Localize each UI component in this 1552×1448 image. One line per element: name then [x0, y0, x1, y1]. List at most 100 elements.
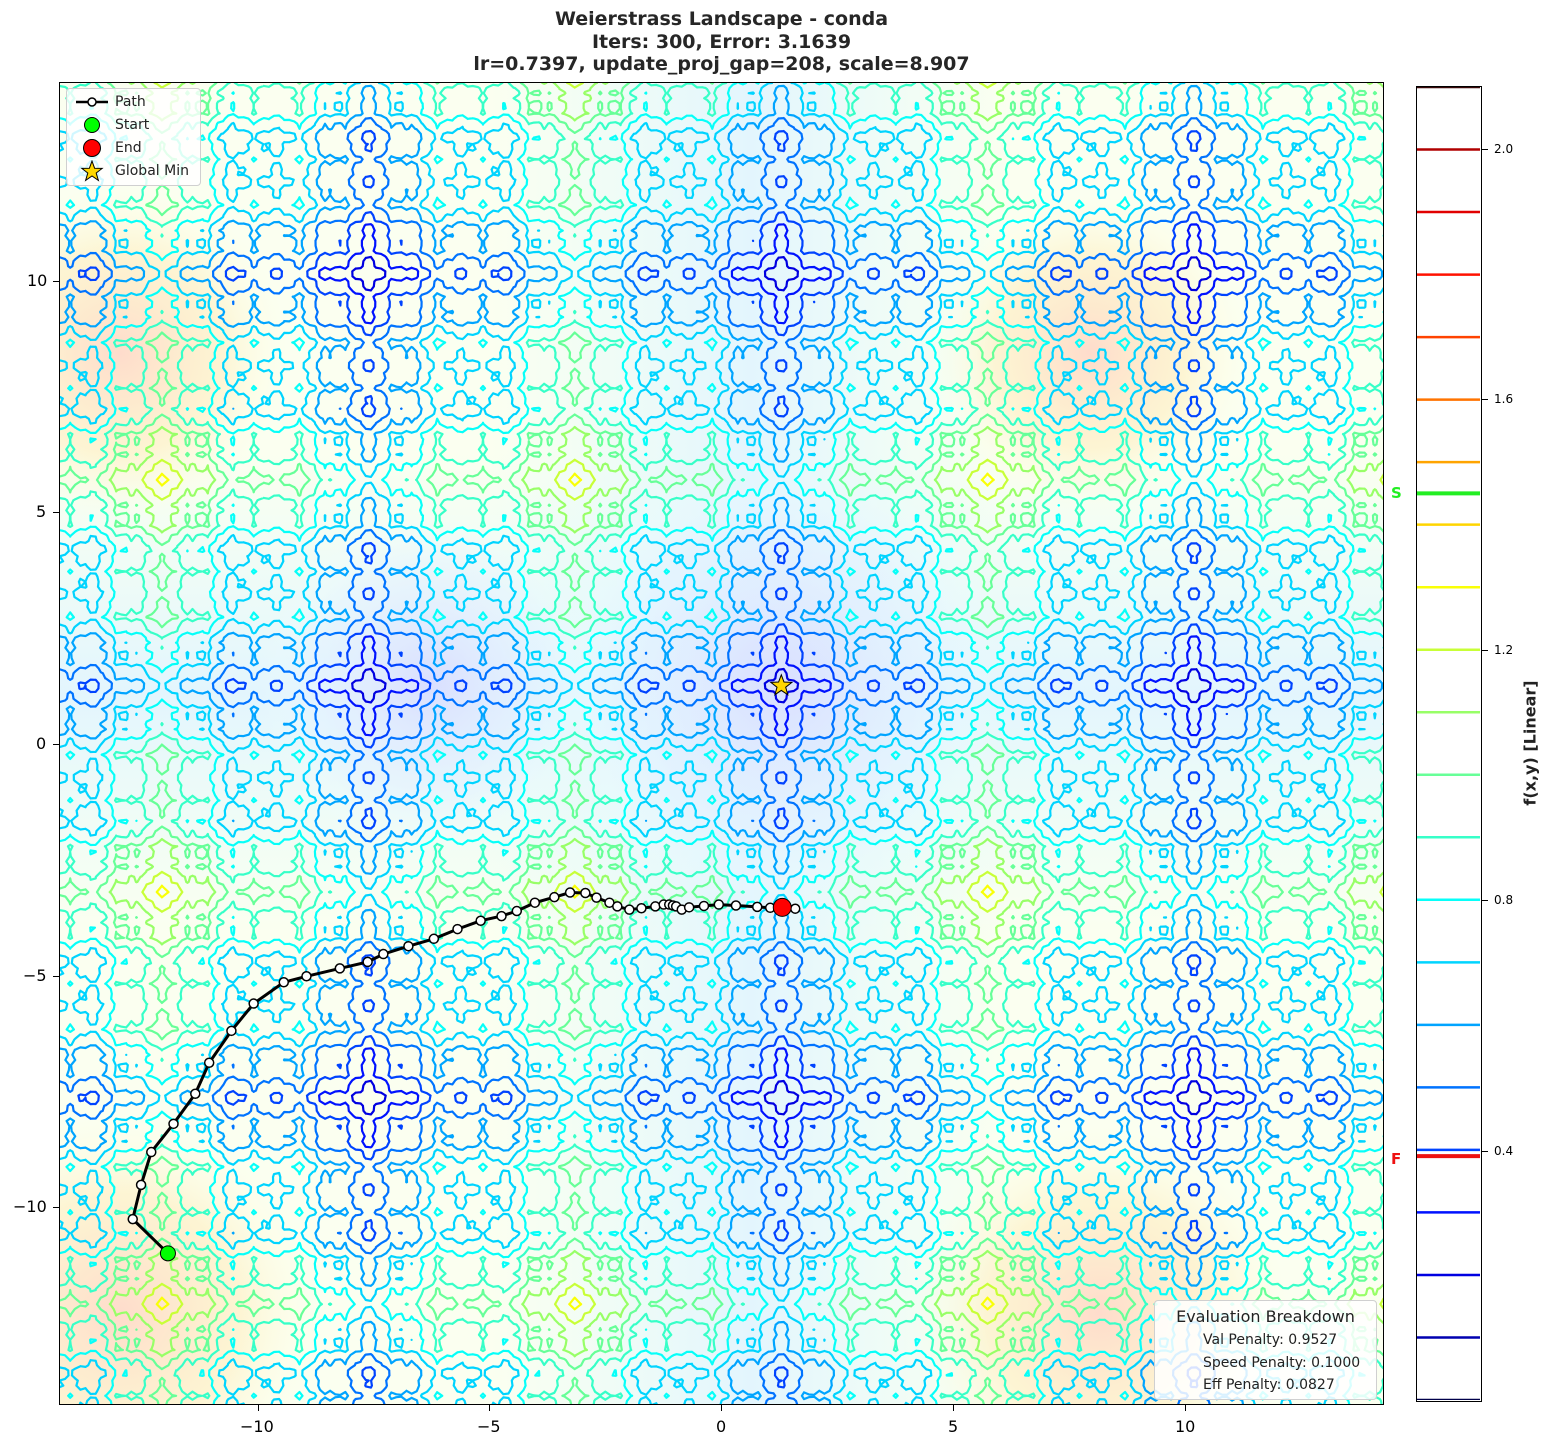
contour-line — [60, 116, 1351, 1404]
y-tick-mark — [53, 1207, 59, 1208]
red-circle-icon — [83, 139, 101, 157]
path-point — [549, 891, 560, 903]
legend-label: Start — [115, 117, 150, 133]
path-point — [698, 900, 710, 912]
colorbar-tick-mark — [1482, 1151, 1488, 1152]
title-line-1: Weierstrass Landscape - conda — [554, 8, 889, 30]
legend-item-path: Path — [67, 91, 200, 113]
path-point — [278, 977, 290, 988]
path-point — [636, 903, 647, 914]
contour-line — [350, 255, 1212, 1116]
y-tick-mark — [53, 976, 59, 977]
star-icon — [80, 160, 104, 182]
path-point — [751, 901, 763, 913]
path-point — [190, 1088, 201, 1100]
colorbar-tick-label: 0.8 — [1494, 893, 1514, 907]
y-tick-label: −10 — [13, 1197, 47, 1216]
colorbar-levels — [1417, 87, 1480, 1400]
end-point-marker — [772, 897, 792, 917]
title-line-3: lr=0.7397, update_proj_gap=208, scale=8.… — [473, 53, 970, 75]
contour-plot-svg — [60, 83, 1383, 1404]
x-tick-label: −10 — [240, 1417, 274, 1436]
contour-line — [60, 83, 1383, 1404]
path-point — [475, 915, 486, 926]
path-point — [428, 933, 440, 945]
x-tick-label: 5 — [948, 1417, 959, 1436]
path-point — [135, 1179, 147, 1191]
colorbar-final-marker: F — [1391, 1150, 1402, 1168]
path-point — [301, 971, 312, 982]
speed-penalty-text: Speed Penalty: 0.1000 — [1203, 1355, 1361, 1371]
path-point — [378, 948, 389, 960]
x-tick-mark — [489, 1405, 490, 1411]
path-line-icon — [76, 97, 108, 107]
legend-label: End — [115, 140, 142, 156]
path-point — [789, 903, 801, 914]
path-point — [403, 940, 414, 952]
y-tick-label: 5 — [36, 502, 47, 521]
path-point — [650, 901, 661, 912]
path-point — [146, 1146, 157, 1158]
y-tick-mark — [53, 744, 59, 745]
path-point — [203, 1057, 215, 1069]
path-point — [226, 1025, 237, 1037]
contour-line — [60, 83, 1383, 1404]
legend: Path Start End Global Min — [66, 88, 201, 186]
colorbar-tick-mark — [1482, 399, 1488, 400]
path-point — [511, 905, 523, 917]
y-tick-mark — [53, 512, 59, 513]
eff-penalty-text: Eff Penalty: 0.0827 — [1203, 1377, 1335, 1393]
x-tick-label: −5 — [477, 1417, 501, 1436]
colorbar-label: f(x,y) [Linear] — [1520, 680, 1540, 806]
path-point — [564, 887, 576, 898]
y-tick-label: 10 — [27, 271, 48, 290]
path-point — [612, 901, 623, 912]
colorbar-tick-mark — [1482, 650, 1488, 651]
contour-line — [318, 223, 1245, 1149]
path-point — [248, 998, 259, 1009]
val-penalty-text: Val Penalty: 0.9527 — [1203, 1332, 1338, 1348]
y-tick-label: −5 — [23, 966, 47, 985]
x-tick-mark — [721, 1405, 722, 1411]
colorbar-tick-label: 1.6 — [1494, 392, 1514, 406]
path-point — [362, 956, 373, 968]
y-tick-label: 0 — [36, 734, 47, 753]
path-point — [168, 1118, 179, 1130]
contour-plot-area — [59, 82, 1384, 1405]
path-point — [529, 897, 541, 908]
path-point — [496, 910, 507, 922]
colorbar-tick-mark — [1482, 149, 1488, 150]
contour-line — [141, 83, 1383, 1325]
path-point — [683, 902, 695, 913]
x-tick-label: 10 — [1175, 1417, 1196, 1436]
x-tick-label: 0 — [716, 1417, 727, 1436]
colorbar-start-marker: S — [1391, 484, 1402, 502]
evaluation-breakdown-box: Evaluation Breakdown Val Penalty: 0.9527… — [1154, 1300, 1377, 1400]
path-point — [334, 963, 346, 974]
path-point — [624, 904, 635, 915]
evaluation-breakdown-title: Evaluation Breakdown — [1176, 1307, 1355, 1326]
legend-label: Global Min — [115, 163, 189, 179]
global-min-star-icon — [769, 673, 794, 696]
start-point-marker — [159, 1245, 176, 1262]
colorbar-tick-label: 2.0 — [1494, 142, 1514, 156]
contour-line — [77, 129, 1338, 1389]
path-point — [591, 892, 602, 903]
legend-item-end: End — [67, 137, 200, 159]
colorbar-tick-label: 0.4 — [1494, 1144, 1514, 1158]
y-tick-mark — [53, 281, 59, 282]
path-point — [452, 923, 463, 935]
colorbar-tick-label: 1.2 — [1494, 643, 1514, 657]
contour-line — [60, 84, 1383, 1404]
colorbar-tick-mark — [1482, 900, 1488, 901]
x-tick-mark — [1185, 1405, 1186, 1411]
legend-item-start: Start — [67, 114, 200, 136]
contour-line — [60, 83, 1383, 1404]
path-point — [127, 1213, 138, 1225]
path-point — [730, 900, 742, 911]
colorbar — [1416, 86, 1482, 1402]
x-tick-mark — [258, 1405, 259, 1411]
legend-item-global-min: Global Min — [67, 160, 200, 182]
x-tick-mark — [953, 1405, 954, 1411]
path-point — [713, 899, 725, 910]
